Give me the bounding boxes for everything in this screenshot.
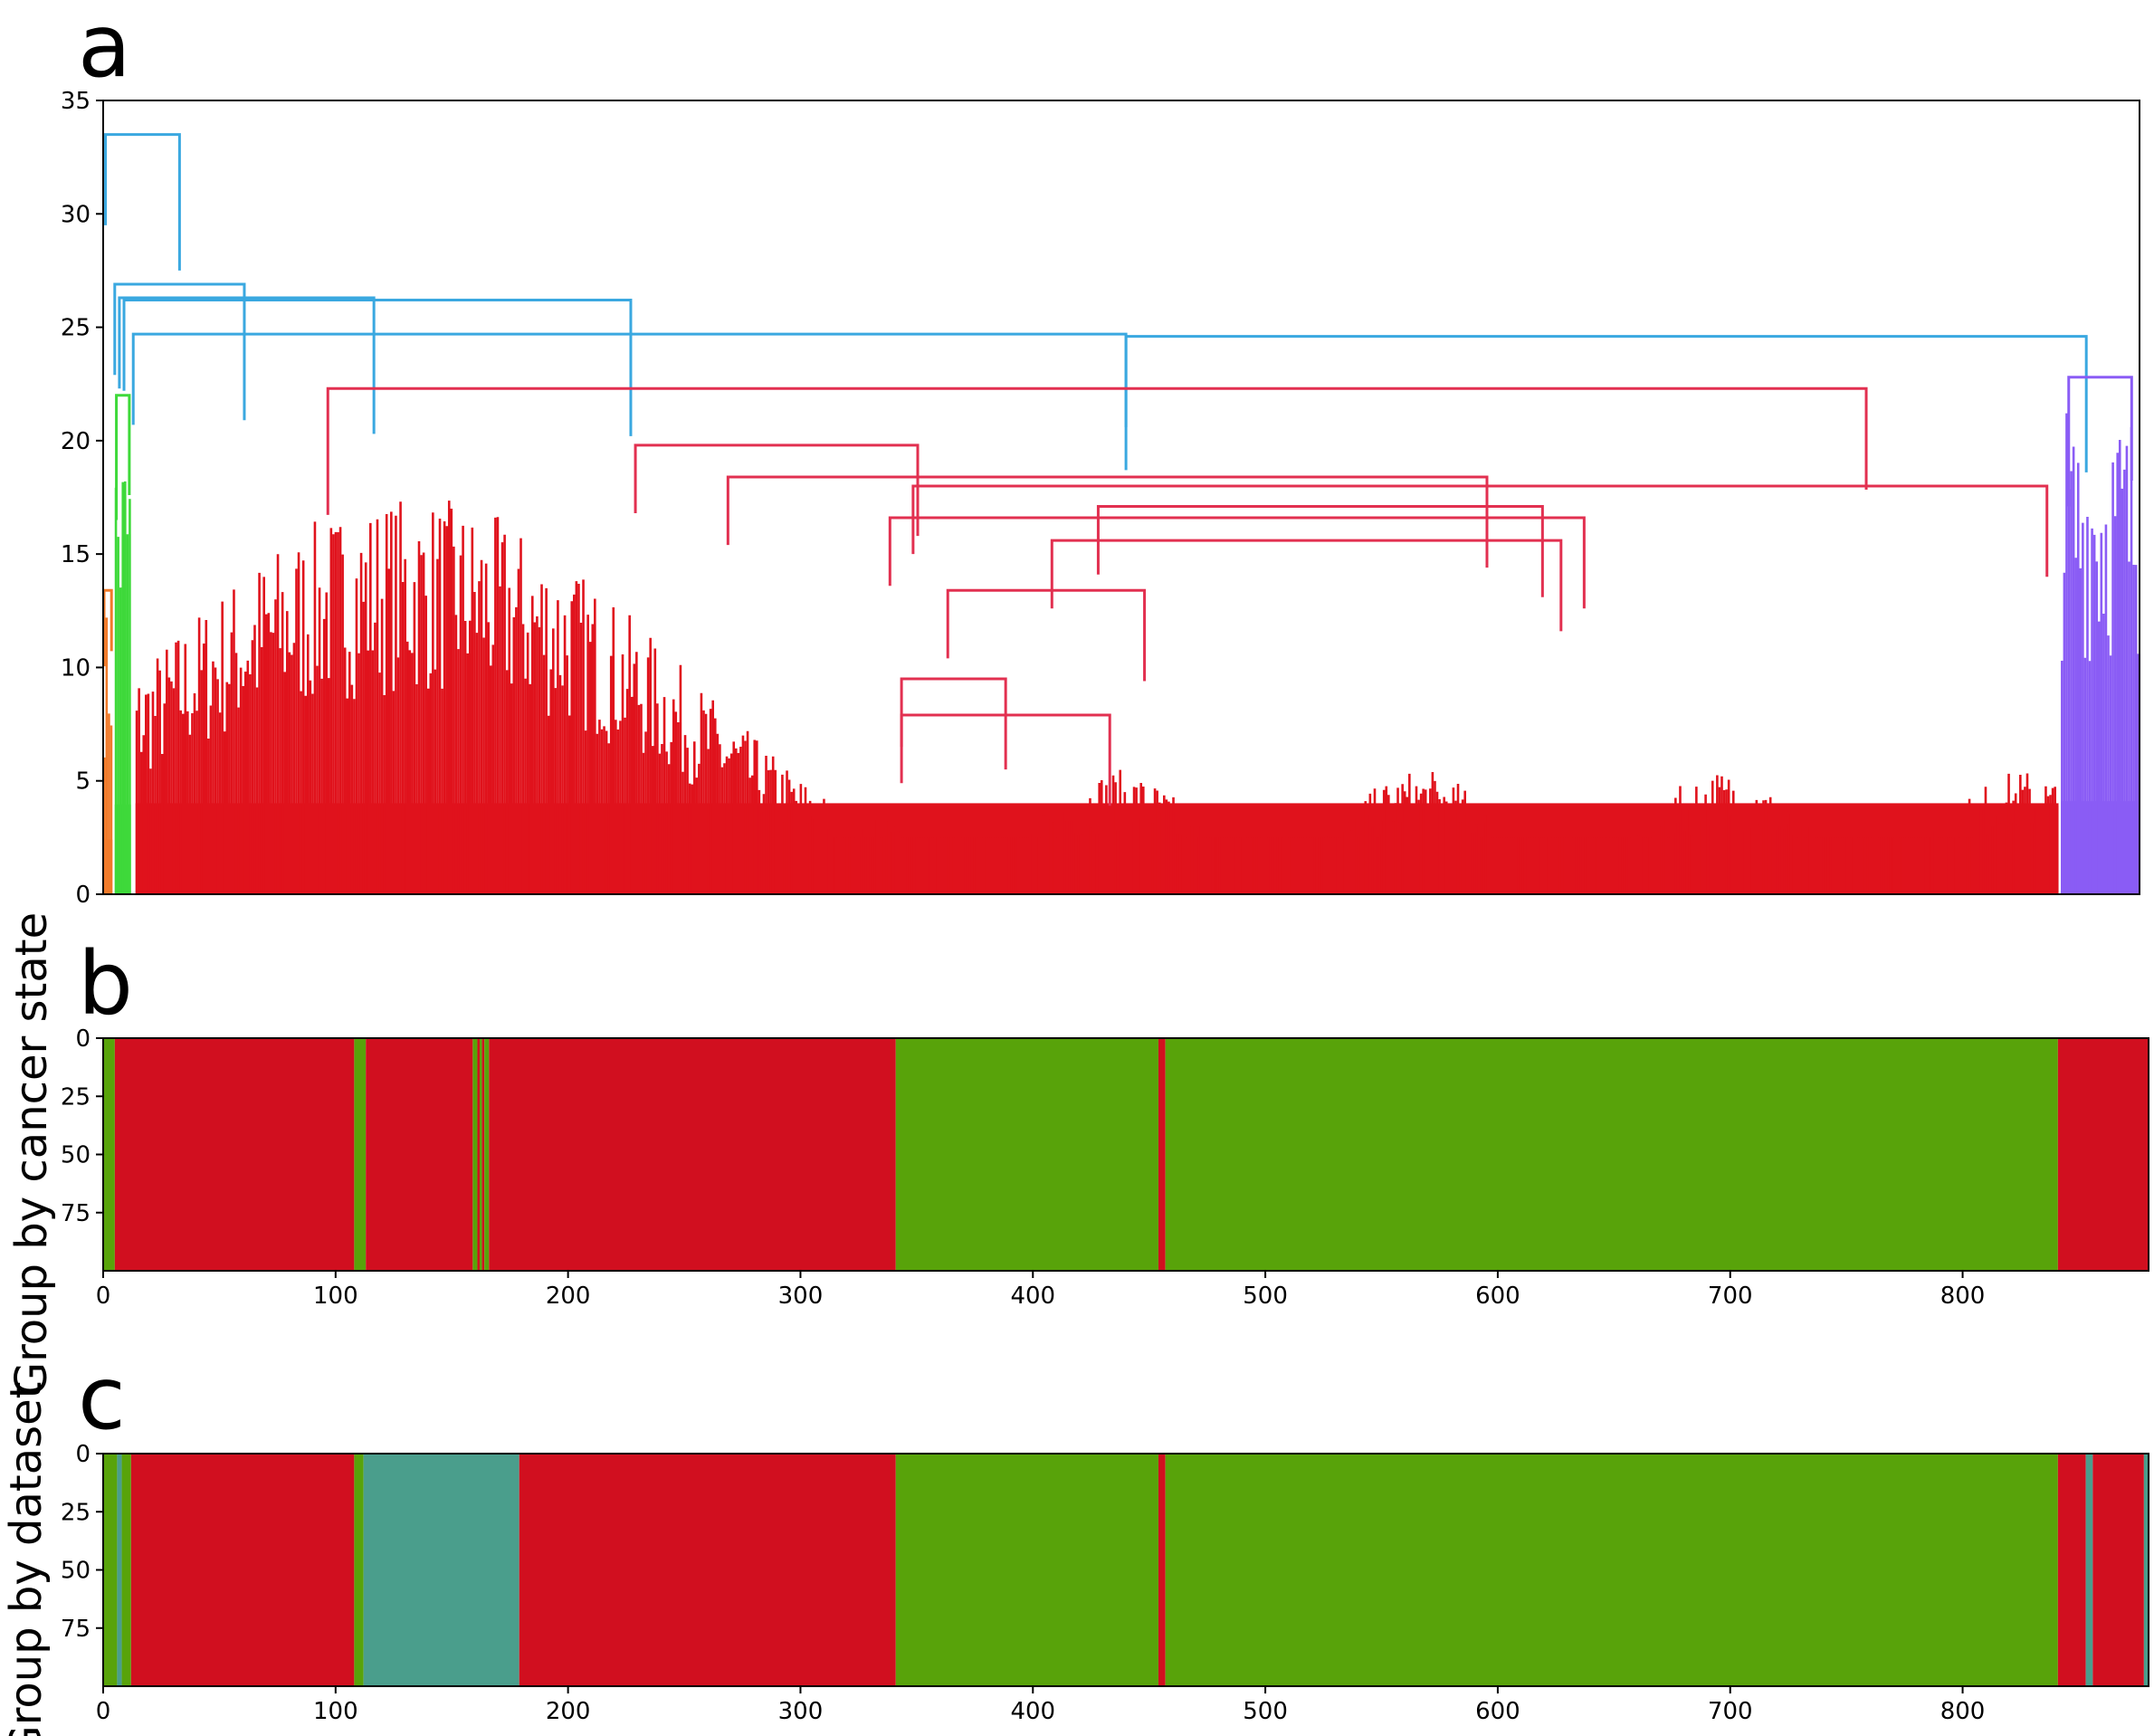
heatmap-dataset-x-tick-label: 400 — [1010, 1698, 1055, 1725]
dendrogram-cluster-top-green — [115, 394, 131, 520]
dendrogram-merge-link — [911, 484, 2049, 577]
panel-label-a: a — [78, 0, 131, 97]
heatmap-cancer-state-y-tick-label: 50 — [61, 1142, 91, 1169]
heatmap-dataset-x-axis: 0 100 200 300 400 500 600 700 800 — [96, 1686, 1986, 1725]
dendrogram-merge-link — [1050, 539, 1563, 632]
heatmap-dataset-segment — [2057, 1454, 2086, 1686]
heatmap-cancer-state-segment — [484, 1038, 490, 1271]
dendrogram-y-tick-label: 35 — [61, 88, 91, 115]
heatmap-cancer-state-y-tick-label: 0 — [75, 1025, 91, 1053]
dendrogram-merge-link — [1096, 505, 1544, 597]
heatmap-cancer-state-segment — [481, 1038, 485, 1271]
heatmap-cancer-state-x-tick-label: 400 — [1010, 1283, 1055, 1310]
heatmap-dataset-x-tick-label: 100 — [313, 1698, 358, 1725]
dendrogram-merge-link — [888, 516, 1586, 609]
heatmap-cancer-state-segment — [489, 1038, 896, 1271]
heatmap-cancer-state-x-tick-label: 300 — [778, 1283, 824, 1310]
heatmap-dataset-x-tick-label: 800 — [1940, 1698, 1986, 1725]
dendrogram-merge-link — [726, 475, 1489, 568]
heatmap-cancer-state-x-axis: 0 100 200 300 400 500 600 700 800 — [96, 1271, 1986, 1310]
dendrogram-y-tick-label: 10 — [61, 654, 91, 682]
heatmap-dataset-y-tick-label: 25 — [61, 1499, 91, 1526]
heatmap-dataset-y-tick-label: 75 — [61, 1616, 91, 1643]
heatmap-cancer-state-segment — [366, 1038, 473, 1271]
dendrogram-y-tick-label: 30 — [61, 201, 91, 228]
heatmap-cancer-state-y-axis: 0 25 50 75 — [61, 1025, 103, 1227]
heatmap-dataset-segment — [363, 1454, 519, 1686]
heatmap-dataset-x-tick-label: 500 — [1243, 1698, 1288, 1725]
heatmap-dataset-segment — [2143, 1454, 2149, 1686]
panel-label-b: b — [78, 933, 133, 1035]
heatmap-dataset-segment — [1158, 1454, 1166, 1686]
heatmap-dataset-x-tick-label: 700 — [1708, 1698, 1753, 1725]
heatmap-cancer-state-x-tick-label: 500 — [1243, 1283, 1288, 1310]
heatmap-cancer-state-y-label: Group by cancer state — [6, 912, 57, 1396]
heatmap-dataset-x-tick-label: 200 — [546, 1698, 591, 1725]
dendrogram-links — [102, 133, 2133, 806]
heatmap-dataset-segment — [2092, 1454, 2144, 1686]
dendrogram-panel: 0 5 10 15 20 25 30 35 — [61, 88, 2140, 909]
heatmap-cancer-state-panel: 0 25 50 75 0 100 200 300 400 500 600 700 800 Group … — [6, 912, 2149, 1396]
dendrogram-y-tick-label: 15 — [61, 541, 91, 568]
heatmap-dataset-y-label: Group by dataset — [1, 1382, 52, 1736]
heatmap-dataset-y-axis: 0 25 50 75 — [61, 1441, 103, 1643]
heatmap-cancer-state-segment — [1158, 1038, 1166, 1271]
dendrogram-merge-link — [118, 296, 376, 434]
dendrogram-y-tick-label: 20 — [61, 428, 91, 455]
heatmap-cancer-state-y-tick-label: 25 — [61, 1083, 91, 1111]
heatmap-dataset-y-tick-label: 50 — [61, 1558, 91, 1585]
heatmap-dataset-segment — [117, 1454, 122, 1686]
heatmap-cancer-state-x-tick-label: 100 — [313, 1283, 358, 1310]
heatmap-dataset-segment — [2085, 1454, 2093, 1686]
dendrogram-y-axis: 0 5 10 15 20 25 30 35 — [61, 88, 103, 909]
heatmap-cancer-state-segment — [114, 1038, 355, 1271]
dendrogram-merge-link — [1124, 335, 2088, 472]
dendrogram-y-tick-label: 0 — [75, 882, 91, 909]
dendrogram-leaves — [102, 413, 2140, 894]
dendrogram-cluster-top-orange — [102, 588, 113, 667]
dendrogram-merge-link — [946, 588, 1147, 682]
dendrogram-plot-frame — [102, 100, 2140, 895]
heatmap-cancer-state-x-tick-label: 800 — [1940, 1283, 1986, 1310]
heatmap-cancer-state-segment — [103, 1038, 115, 1271]
dendrogram-y-tick-label: 25 — [61, 315, 91, 342]
heatmap-dataset-x-tick-label: 600 — [1475, 1698, 1520, 1725]
heatmap-cancer-state-x-tick-label: 700 — [1708, 1283, 1753, 1310]
dendrogram-merge-link — [104, 133, 181, 271]
heatmap-cancer-state-segment — [2057, 1038, 2149, 1271]
heatmap-dataset-segment — [354, 1454, 364, 1686]
dendrogram-merge-link — [113, 282, 246, 421]
heatmap-cancer-state-y-tick-label: 75 — [61, 1200, 91, 1227]
heatmap-cancer-state-x-tick-label: 0 — [96, 1283, 111, 1310]
panel-label-c: c — [78, 1348, 126, 1449]
heatmap-dataset-segment — [103, 1454, 118, 1686]
heatmap-dataset-x-tick-label: 300 — [778, 1698, 824, 1725]
heatmap-cancer-state-segment — [477, 1038, 481, 1271]
heatmap-dataset-segment — [121, 1454, 131, 1686]
heatmap-dataset-segment — [1165, 1454, 2058, 1686]
heatmap-cancer-state-segment — [472, 1038, 478, 1271]
dendrogram-merge-link — [900, 713, 1111, 806]
dendrogram-y-tick-label: 5 — [75, 768, 91, 796]
heatmap-dataset-segment — [130, 1454, 355, 1686]
heatmap-cancer-state-segment — [354, 1038, 367, 1271]
heatmap-dataset-y-tick-label: 0 — [75, 1441, 91, 1468]
heatmap-cancer-state-segment — [1165, 1038, 2058, 1271]
dendrogram-cluster-top-purple — [2067, 376, 2133, 507]
dendrogram-merge-link — [900, 677, 1007, 770]
heatmap-cancer-state-x-tick-label: 600 — [1475, 1283, 1520, 1310]
heatmap-cancer-state-x-tick-label: 200 — [546, 1283, 591, 1310]
heatmap-dataset-segment — [519, 1454, 896, 1686]
dendrogram-cluster-top-red — [326, 386, 1868, 515]
dendrogram-merge-link — [634, 444, 920, 537]
heatmap-cancer-state-segments — [103, 1038, 2149, 1271]
heatmap-cancer-state-segment — [895, 1038, 1158, 1271]
heatmap-dataset-x-tick-label: 0 — [96, 1698, 111, 1725]
dendrogram-merge-link — [122, 299, 633, 436]
heatmap-dataset-panel: 0 25 50 75 0 100 200 300 400 500 600 700 800 Group … — [1, 1382, 2149, 1736]
heatmap-dataset-segment — [895, 1454, 1158, 1686]
heatmap-cancer-state-segment — [480, 1038, 482, 1271]
heatmap-dataset-segments — [103, 1454, 2149, 1686]
